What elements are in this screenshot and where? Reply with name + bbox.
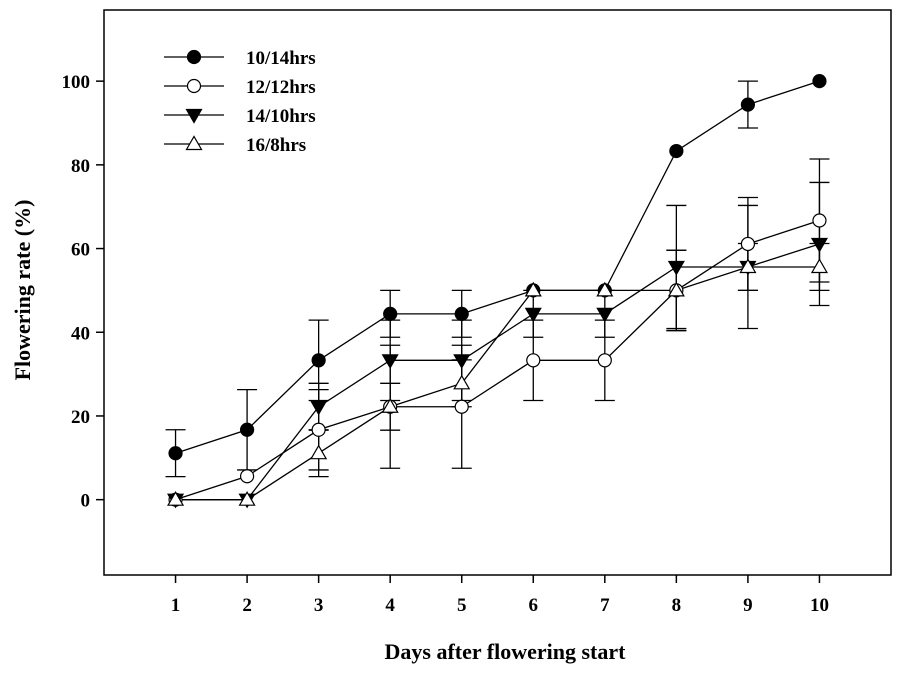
series-line — [175, 266, 820, 501]
legend-marker — [186, 78, 202, 94]
data-point-marker — [310, 444, 328, 460]
data-point-marker — [453, 374, 471, 390]
data-point-marker — [238, 490, 256, 506]
series-line — [175, 219, 820, 501]
data-point-marker — [311, 353, 326, 368]
x-tick-label: 6 — [529, 595, 539, 616]
data-point-marker — [812, 74, 827, 89]
x-tick-label: 8 — [672, 595, 682, 616]
data-point-marker — [239, 469, 255, 484]
legend-marker — [185, 108, 203, 124]
data-point-marker — [381, 354, 399, 370]
legend-label: 16/8hrs — [246, 135, 306, 156]
x-tick-label: 5 — [457, 595, 467, 616]
y-axis-title: Flowering rate (%) — [10, 200, 35, 381]
data-point-marker — [740, 97, 756, 112]
plot-frame — [103, 9, 892, 576]
legend-label: 14/10hrs — [246, 106, 316, 127]
data-point-marker — [167, 490, 185, 506]
legend-label: 10/14hrs — [246, 48, 316, 69]
y-tick-label: 0 — [81, 491, 91, 512]
data-point-marker — [524, 281, 542, 297]
data-point-marker — [740, 236, 756, 252]
x-tick-label: 1 — [171, 595, 181, 616]
legend-marker — [185, 135, 203, 151]
data-point-marker — [526, 353, 541, 368]
y-tick-label: 100 — [62, 72, 91, 93]
data-point-marker — [597, 353, 612, 368]
legend-marker — [186, 49, 202, 65]
y-tick-label: 20 — [71, 407, 90, 428]
data-point-marker — [669, 143, 684, 159]
series-line — [175, 243, 820, 501]
data-point-marker — [596, 281, 614, 297]
data-point-marker — [667, 281, 685, 297]
x-tick-label: 3 — [314, 595, 324, 616]
y-tick-label: 60 — [71, 240, 90, 261]
legend-label: 12/12hrs — [246, 77, 316, 98]
x-axis-title: Days after flowering start — [385, 639, 627, 664]
data-point-marker — [810, 237, 828, 253]
data-point-marker — [383, 306, 398, 321]
y-tick-label: 80 — [71, 156, 90, 177]
series-line — [175, 80, 820, 454]
y-tick-label: 40 — [71, 323, 90, 344]
x-tick-label: 7 — [600, 595, 610, 616]
data-point-marker — [454, 306, 469, 321]
data-point-marker — [453, 354, 471, 370]
data-point-marker — [311, 422, 326, 437]
x-tick-label: 10 — [810, 595, 829, 616]
data-point-marker — [454, 399, 469, 414]
data-point-marker — [667, 260, 685, 276]
data-point-marker — [524, 307, 542, 323]
data-point-marker — [168, 446, 183, 461]
data-point-marker — [239, 422, 255, 437]
x-tick-label: 4 — [385, 595, 395, 616]
data-point-marker — [812, 213, 827, 228]
data-point-marker — [310, 400, 328, 416]
data-point-marker — [810, 258, 828, 274]
x-tick-label: 9 — [743, 595, 753, 616]
data-point-marker — [381, 398, 399, 413]
data-point-marker — [739, 258, 757, 274]
x-tick-label: 2 — [242, 595, 252, 616]
data-point-marker — [596, 307, 614, 323]
